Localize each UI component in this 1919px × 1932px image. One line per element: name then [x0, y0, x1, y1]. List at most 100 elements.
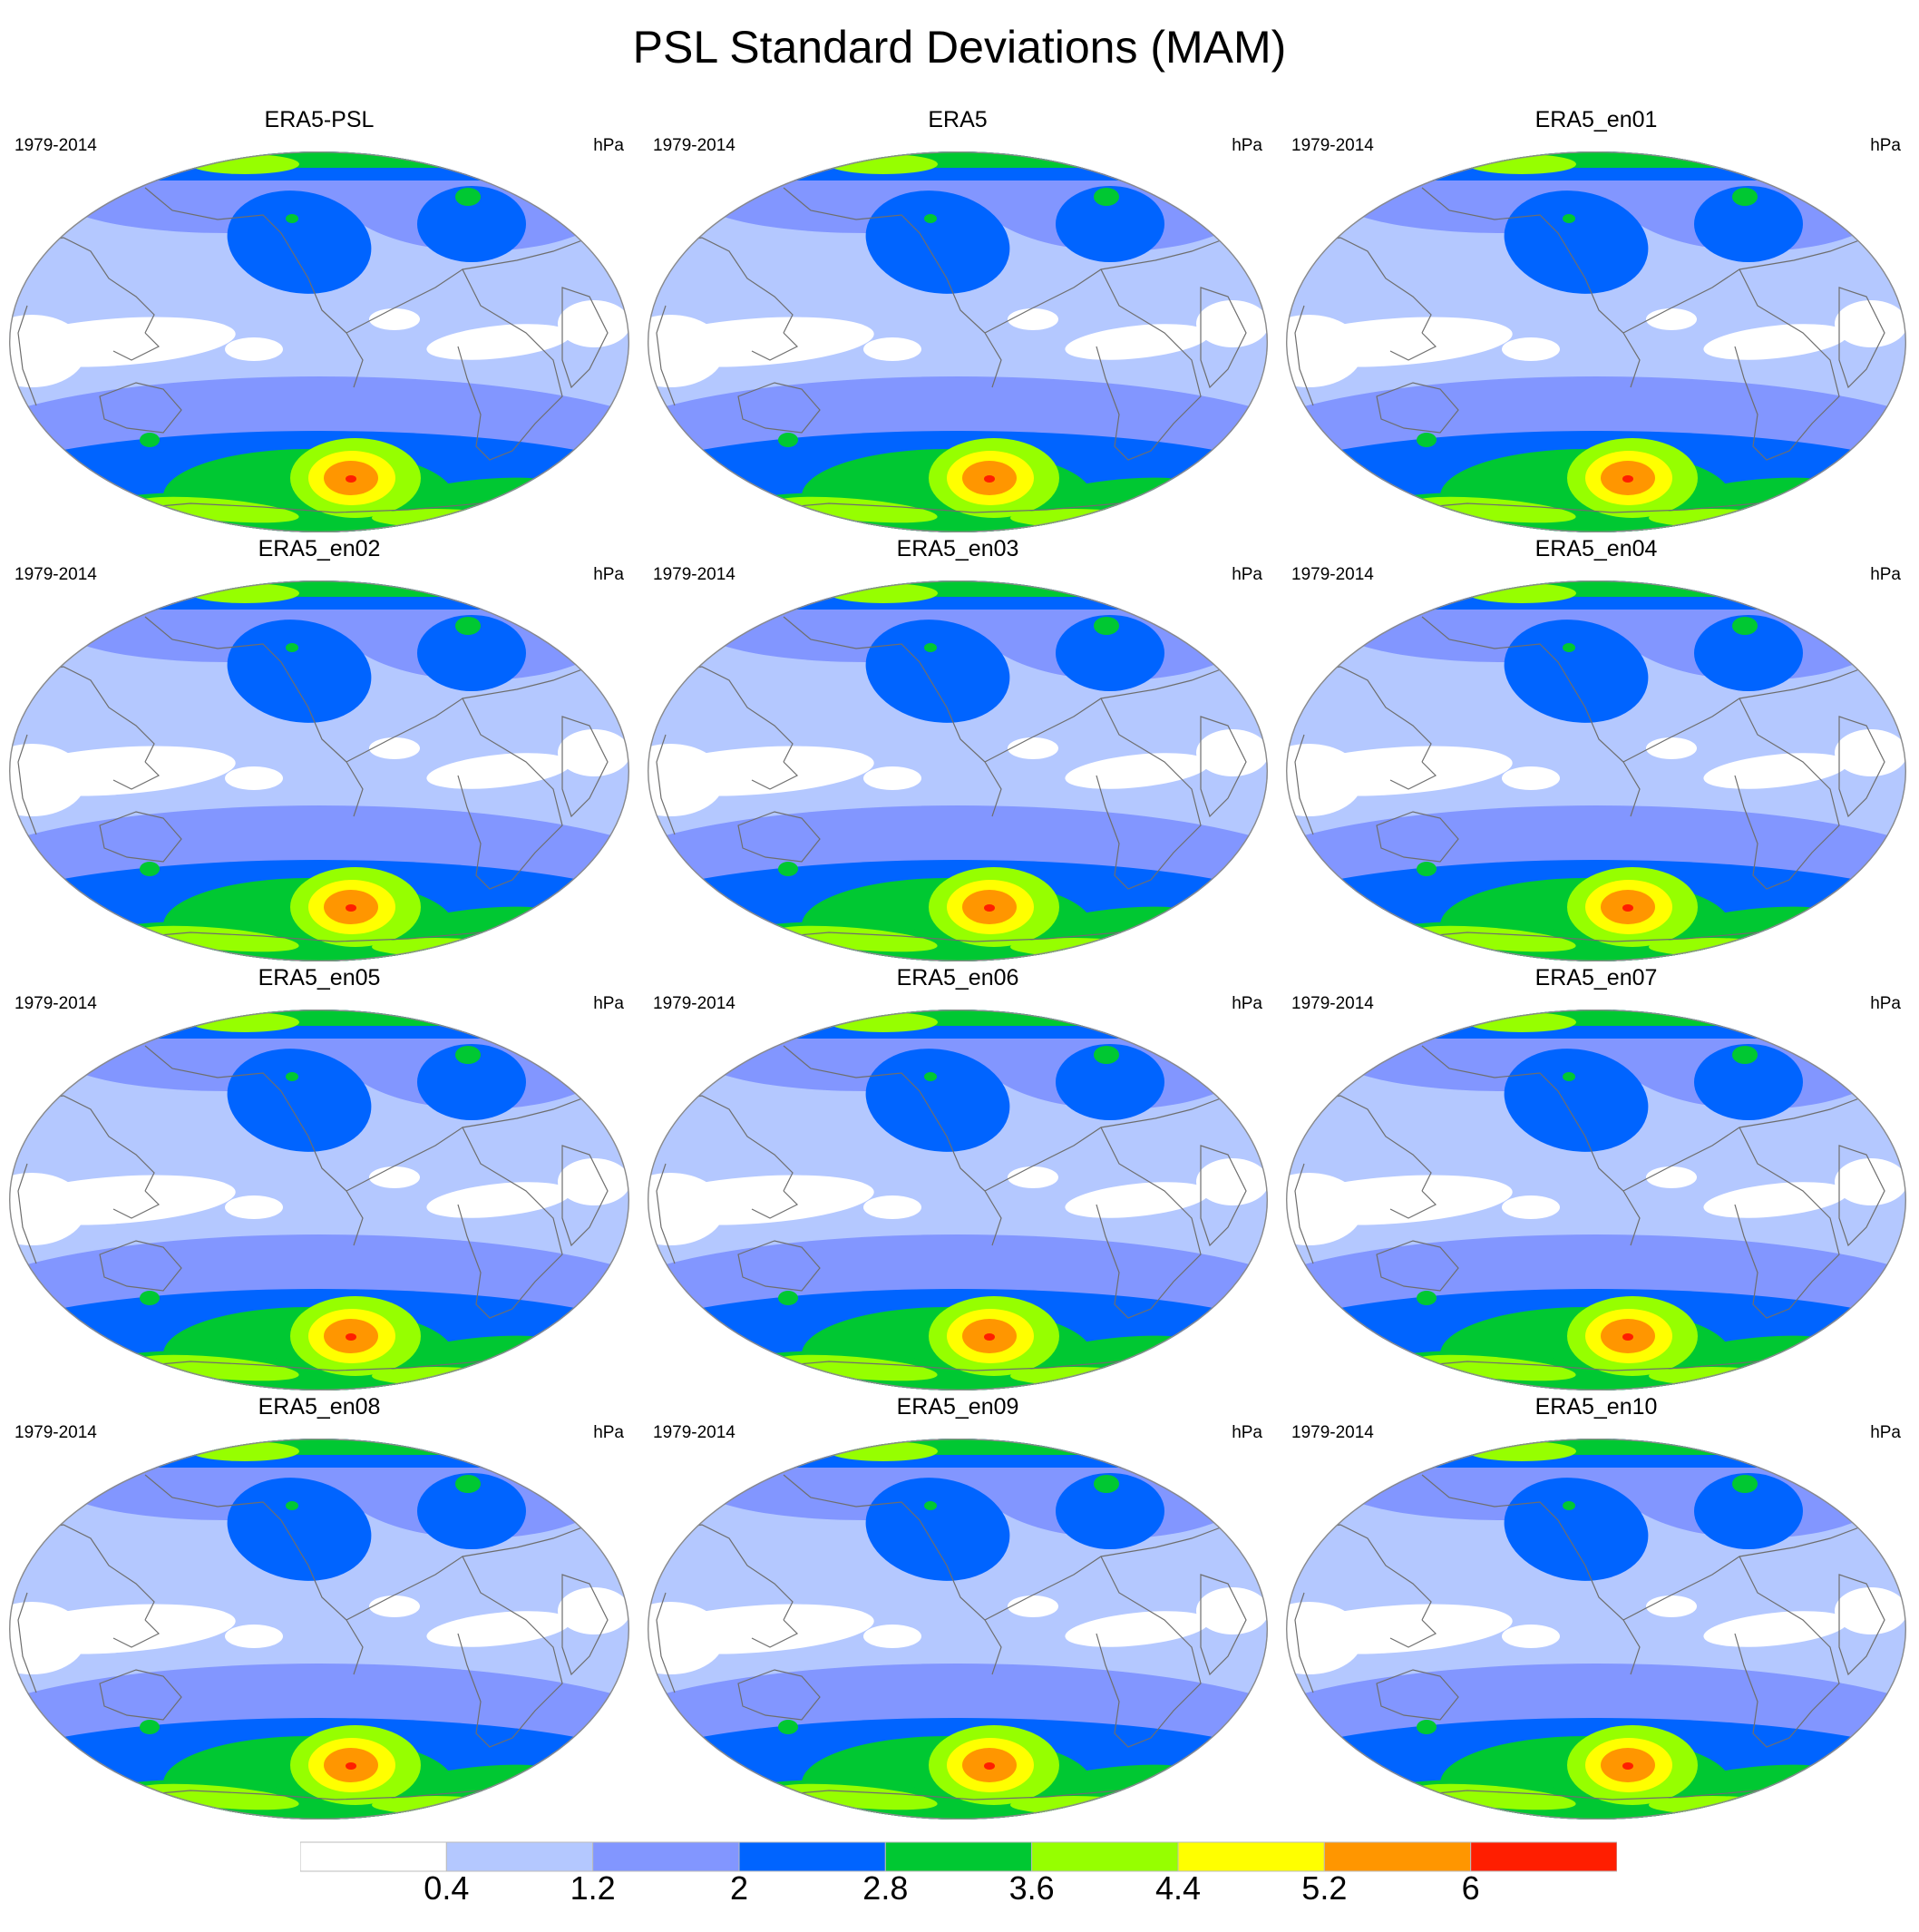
contour-band-3.6	[924, 214, 937, 223]
world-map	[648, 581, 1268, 961]
contour-fill	[648, 1439, 1268, 1820]
contour-band-2.8	[1504, 1049, 1649, 1152]
contour-band-2.8	[865, 1478, 1010, 1581]
contour-band-0.4	[1646, 1595, 1697, 1617]
panel-title: ERA5_en07	[1534, 965, 1658, 990]
contour-band-0.4	[1646, 308, 1697, 330]
coastline	[674, 237, 794, 334]
coastline	[144, 616, 364, 817]
colorbar-label: 3.6	[1008, 1869, 1055, 1907]
coastline	[1376, 811, 1459, 863]
colorbar-swatch	[884, 1841, 1033, 1872]
contour-band-0.4	[1065, 1182, 1210, 1218]
panel-units-label: hPa	[593, 565, 624, 584]
coastline	[737, 1669, 821, 1721]
panel-units-label: hPa	[1870, 565, 1901, 584]
coastline	[457, 1556, 563, 1748]
coastline	[1312, 237, 1432, 334]
contour-band-2.8	[1056, 615, 1164, 691]
contour-band-max	[1622, 904, 1633, 912]
contour-band-2.8	[1694, 186, 1803, 262]
panel-units-label: hPa	[1232, 994, 1262, 1013]
contour-band-4.4	[136, 1354, 299, 1381]
coastline	[1096, 1556, 1202, 1748]
contour-band-0.4	[225, 1625, 283, 1648]
coastlines	[1294, 187, 1885, 513]
map-border	[1286, 1439, 1906, 1820]
contour-band-0.4	[1008, 1595, 1058, 1617]
colorbar-swatch	[1031, 1841, 1179, 1872]
contour-fill	[648, 581, 1268, 961]
world-map	[9, 1439, 629, 1820]
coastline	[1376, 382, 1459, 434]
contour-band-0.4	[1703, 1611, 1848, 1647]
contour-band-2.8	[1694, 1044, 1803, 1120]
contour-band-0.4	[648, 1602, 725, 1674]
contour-band-4.4	[774, 1783, 938, 1810]
coastline	[99, 811, 182, 863]
contour-band-max	[346, 1333, 356, 1341]
contour-band-0.4	[863, 766, 921, 790]
panel-title: ERA5_en06	[896, 965, 1019, 990]
coastline	[1294, 1163, 1314, 1264]
contour-band-4.4	[136, 1783, 299, 1810]
contour-band-3.6	[1563, 643, 1575, 652]
coastline	[1294, 734, 1314, 835]
colorbar-label: 1.2	[570, 1869, 616, 1907]
contour-band-2.8	[417, 615, 526, 691]
contour-band-max	[984, 1333, 995, 1341]
contour-band-0.4	[863, 337, 921, 361]
panel-title: ERA5	[928, 107, 988, 132]
contour-band-0.4	[1502, 1195, 1560, 1219]
contour-band-4.4	[1413, 1354, 1576, 1381]
coastline	[457, 268, 563, 461]
contour-fill	[648, 1010, 1268, 1390]
coastline	[112, 1190, 161, 1219]
colorbar-label: 2.8	[862, 1869, 909, 1907]
contour-band-max	[1622, 1333, 1633, 1341]
panel-units-label: hPa	[593, 1423, 624, 1442]
contour-band-0.4	[1196, 1158, 1268, 1205]
coastline	[561, 1145, 609, 1247]
coastline	[1389, 1190, 1437, 1219]
coastline	[674, 666, 794, 763]
contour-band-0.4	[369, 1166, 420, 1188]
panel-title: ERA5_en04	[1534, 536, 1658, 561]
contour-band-0.4	[369, 737, 420, 759]
contour-band-0.4	[1703, 1182, 1848, 1218]
coastline	[1421, 187, 1641, 388]
panel-period-label: 1979-2014	[1291, 1423, 1374, 1442]
contour-band-max	[984, 904, 995, 912]
world-map	[1286, 151, 1906, 532]
colorbar-swatch	[592, 1841, 740, 1872]
coastline	[144, 1474, 364, 1675]
contour-band-0.4	[863, 1625, 921, 1648]
coastline	[783, 1474, 1002, 1675]
contour-band-0.4	[863, 1195, 921, 1219]
contour-band-3.6	[286, 1072, 298, 1081]
map-panel: ERA5_en01 1979-2014 hPa	[1277, 106, 1915, 532]
coastline	[1734, 1556, 1840, 1748]
contour-band-0.4	[1008, 308, 1058, 330]
coastline	[674, 1095, 794, 1192]
world-map	[648, 1010, 1268, 1390]
contour-band-3.6	[140, 1291, 160, 1305]
coastline	[1734, 268, 1840, 461]
coastline	[17, 1163, 37, 1264]
panel-period-label: 1979-2014	[653, 565, 735, 584]
contour-band-0.4	[1065, 1611, 1210, 1647]
coastline	[1389, 761, 1437, 790]
contour-band-3.6	[1094, 1475, 1119, 1493]
colorbar-label: 0.4	[424, 1869, 470, 1907]
coastline	[1734, 1127, 1840, 1319]
contour-band-4.4	[136, 496, 299, 523]
contour-band-3.6	[455, 1046, 481, 1064]
contour-band-3.6	[140, 433, 160, 447]
contour-band-max	[984, 475, 995, 483]
map-border	[648, 581, 1268, 961]
contour-fill	[1286, 151, 1906, 532]
contour-band-4.4	[1413, 496, 1576, 523]
panel-period-label: 1979-2014	[1291, 565, 1374, 584]
contour-band-max	[346, 475, 356, 483]
contour-fill	[1286, 1010, 1906, 1390]
